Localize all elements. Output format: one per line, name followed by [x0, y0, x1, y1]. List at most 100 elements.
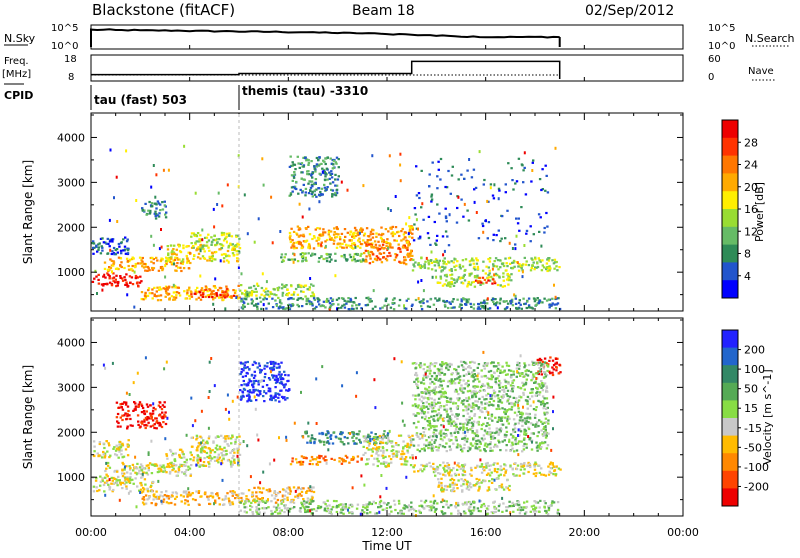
heatmap-cell	[341, 441, 343, 443]
heatmap-cell	[135, 263, 137, 265]
heatmap-cell	[256, 394, 258, 396]
heatmap-cell	[484, 407, 486, 409]
heatmap-cell	[453, 258, 455, 261]
heatmap-cell	[333, 500, 335, 502]
heatmap-cell	[120, 417, 122, 419]
heatmap-cell	[313, 508, 315, 510]
heatmap-cell	[498, 197, 500, 200]
heatmap-cell	[330, 259, 332, 261]
heatmap-cell	[369, 262, 371, 264]
heatmap-cell	[516, 308, 518, 310]
heatmap-cell	[163, 287, 165, 289]
heatmap-cell	[190, 475, 192, 477]
heatmap-cell	[495, 381, 497, 383]
heatmap-cell	[537, 359, 539, 361]
heatmap-cell	[494, 488, 496, 490]
heatmap-cell	[172, 248, 174, 250]
heatmap-cell	[427, 408, 429, 410]
heatmap-cell	[147, 422, 149, 424]
heatmap-cell	[105, 468, 107, 470]
colorbar-segment	[722, 120, 738, 138]
heatmap-cell	[460, 468, 462, 470]
heatmap-cell	[290, 228, 292, 230]
heatmap-cell	[482, 231, 484, 234]
heatmap-cell	[182, 247, 184, 249]
heatmap-cell	[162, 471, 164, 473]
heatmap-cell	[466, 170, 468, 172]
heatmap-cell	[519, 475, 521, 477]
heatmap-cell	[305, 257, 307, 259]
heatmap-cell	[127, 249, 129, 251]
heatmap-cell	[292, 298, 294, 300]
heatmap-cell	[218, 192, 220, 195]
heatmap-cell	[363, 446, 365, 448]
heatmap-cell	[434, 297, 436, 299]
ytick-label: 1000	[57, 266, 85, 279]
heatmap-cell	[126, 258, 128, 260]
heatmap-cell	[556, 465, 558, 467]
heatmap-cell	[230, 461, 232, 463]
heatmap-cell	[456, 487, 458, 489]
heatmap-cell	[467, 380, 469, 382]
heatmap-cell	[236, 253, 238, 255]
heatmap-cell	[428, 428, 430, 430]
heatmap-cell	[200, 289, 202, 291]
heatmap-cell	[303, 456, 305, 458]
heatmap-cell	[154, 408, 156, 410]
heatmap-cell	[257, 366, 259, 368]
heatmap-cell	[512, 473, 514, 475]
heatmap-cell	[186, 289, 188, 291]
heatmap-cell	[298, 243, 300, 245]
heatmap-cell	[365, 503, 367, 505]
heatmap-cell	[396, 231, 398, 233]
heatmap-cell	[252, 386, 254, 388]
heatmap-cell	[329, 256, 331, 258]
heatmap-cell	[492, 195, 494, 197]
heatmap-cell	[408, 446, 410, 448]
heatmap-cell	[216, 460, 218, 462]
heatmap-cell	[192, 492, 194, 494]
heatmap-cell	[428, 263, 430, 265]
heatmap-cell	[256, 509, 258, 511]
heatmap-cell	[345, 508, 347, 510]
heatmap-cell	[289, 232, 291, 234]
heatmap-cell	[196, 287, 198, 289]
heatmap-cell	[330, 434, 332, 436]
heatmap-cell	[292, 180, 294, 182]
heatmap-cell	[139, 257, 141, 259]
heatmap-cell	[514, 182, 516, 184]
heatmap-cell	[483, 466, 485, 468]
heatmap-cell	[290, 194, 292, 196]
heatmap-cell	[150, 261, 152, 263]
heatmap-cell	[492, 265, 494, 267]
heatmap-cell	[494, 298, 496, 300]
heatmap-cell	[386, 449, 388, 451]
heatmap-cell	[444, 512, 446, 514]
heatmap-cell	[122, 482, 124, 484]
heatmap-cell	[240, 284, 242, 286]
heatmap-cell	[152, 481, 154, 483]
velocity-heatmap-cells	[92, 351, 562, 517]
colorbar-segment	[722, 209, 738, 227]
heatmap-cell	[555, 473, 557, 475]
heatmap-cell	[149, 413, 151, 415]
heatmap-cell	[158, 471, 160, 473]
heatmap-cell	[398, 235, 400, 237]
heatmap-cell	[460, 485, 462, 487]
heatmap-cell	[543, 231, 545, 233]
heatmap-cell	[158, 295, 160, 297]
heatmap-cell	[342, 513, 344, 515]
heatmap-cell	[151, 257, 153, 259]
heatmap-cell	[329, 183, 331, 185]
heatmap-cell	[387, 247, 389, 250]
heatmap-cell	[461, 489, 463, 491]
heatmap-cell	[153, 494, 155, 496]
heatmap-cell	[411, 305, 413, 307]
heatmap-cell	[497, 468, 499, 470]
heatmap-cell	[211, 457, 213, 459]
heatmap-cell	[484, 279, 486, 281]
heatmap-cell	[184, 471, 186, 473]
heatmap-cell	[151, 416, 153, 418]
heatmap-cell	[539, 178, 541, 180]
heatmap-cell	[279, 299, 281, 301]
